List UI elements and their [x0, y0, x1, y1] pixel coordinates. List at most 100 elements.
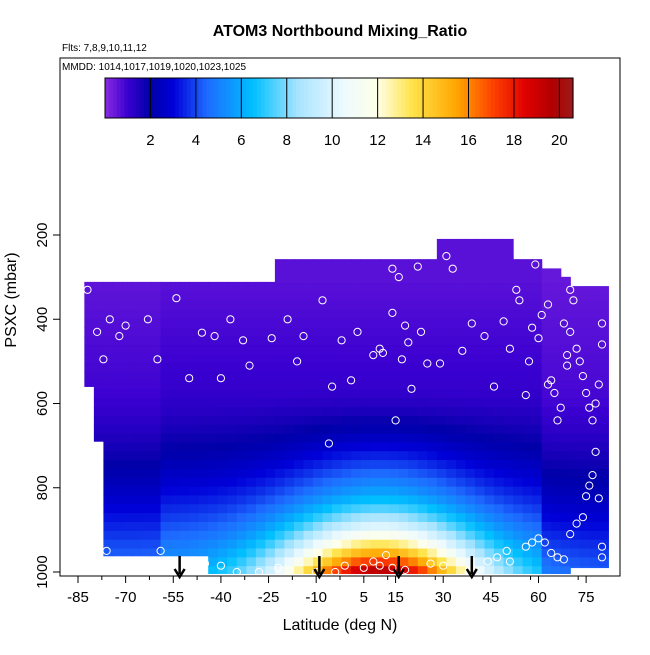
heatmap-cell	[389, 389, 400, 399]
heatmap-cell	[570, 415, 581, 426]
heatmap-cell	[598, 318, 609, 328]
heatmap-cell	[560, 327, 571, 337]
heatmap-cell	[551, 300, 562, 311]
heatmap-cell	[217, 451, 228, 461]
heatmap-cell	[332, 274, 343, 284]
heatmap-cell	[351, 300, 362, 311]
heatmap-cell	[503, 424, 514, 435]
heatmap-cell	[246, 300, 257, 311]
heatmap-cell	[436, 291, 447, 302]
heatmap-cell	[532, 424, 543, 435]
heatmap-cell	[446, 274, 457, 284]
colorbar-segment	[342, 78, 348, 118]
heatmap-cell	[579, 353, 590, 364]
heatmap-cell	[274, 336, 286, 346]
heatmap-cell	[284, 362, 295, 373]
heatmap-cell	[379, 318, 390, 328]
heatmap-cell	[293, 513, 305, 523]
heatmap-cell	[189, 291, 200, 302]
heatmap-cell	[122, 300, 133, 311]
heatmap-cell	[427, 345, 438, 355]
heatmap-cell	[255, 477, 266, 488]
heatmap-cell	[398, 283, 409, 293]
heatmap-cell	[465, 353, 476, 364]
heatmap-cell	[236, 433, 247, 443]
heatmap-cell	[465, 504, 476, 514]
heatmap-cell	[379, 530, 390, 541]
heatmap-cell	[532, 398, 543, 408]
heatmap-cell	[179, 530, 190, 541]
heatmap-cell	[436, 530, 447, 541]
observation-point	[267, 334, 276, 343]
colorbar-tick-label: 4	[192, 132, 200, 149]
heatmap-cell	[236, 353, 247, 364]
heatmap-cell	[579, 433, 590, 443]
observation-point	[566, 285, 575, 294]
colorbar-segment	[186, 78, 192, 118]
heatmap-cell	[503, 380, 514, 390]
heatmap-cell	[370, 530, 381, 541]
heatmap-cell	[360, 557, 371, 567]
heatmap-cell	[151, 398, 162, 408]
heatmap-cell	[341, 442, 352, 452]
heatmap-cell	[389, 265, 400, 275]
heatmap-cell	[351, 371, 362, 382]
heatmap-cell	[351, 530, 362, 541]
heatmap-cell	[313, 345, 324, 355]
heatmap-cell	[313, 274, 324, 284]
heatmap-cell	[436, 398, 447, 408]
heatmap-cell	[503, 513, 514, 523]
heatmap-cell	[255, 442, 266, 452]
heatmap-cell	[484, 291, 495, 302]
heatmap-cell	[513, 548, 524, 558]
x-tick-label: 75	[578, 589, 595, 606]
heatmap-cell	[313, 398, 324, 408]
heatmap-cell	[474, 548, 486, 558]
heatmap-cell	[217, 424, 228, 435]
heatmap-cell	[274, 291, 286, 302]
observation-points	[83, 252, 607, 576]
heatmap-cell	[417, 433, 428, 443]
heatmap-cell	[360, 353, 371, 364]
heatmap-cell	[274, 566, 286, 574]
observation-point	[121, 321, 130, 330]
heatmap-cell	[303, 309, 314, 320]
heatmap-cell	[313, 371, 324, 382]
heatmap-cell	[455, 353, 467, 364]
heatmap-cell	[494, 318, 505, 328]
heatmap-cell	[208, 504, 219, 514]
heatmap-cell	[208, 424, 219, 435]
observation-point	[531, 260, 540, 269]
heatmap-cell	[322, 433, 333, 443]
colorbar-segment	[549, 78, 555, 118]
heatmap-cell	[351, 274, 362, 284]
colorbar-segment	[214, 78, 219, 118]
heatmap-cell	[465, 548, 476, 558]
heatmap-cell	[379, 398, 390, 408]
heatmap-cell	[236, 513, 247, 523]
y-tick-label: 200	[34, 222, 51, 247]
heatmap-cell	[551, 460, 562, 470]
heatmap-cell	[131, 309, 143, 320]
colorbar-segment	[292, 78, 297, 118]
colorbar-segment	[233, 78, 239, 118]
heatmap-cell	[293, 504, 305, 514]
heatmap-cell	[570, 460, 581, 470]
heatmap-cell	[360, 424, 371, 435]
heatmap-cell	[484, 371, 495, 382]
heatmap-cell	[198, 300, 209, 311]
heatmap-cell	[408, 495, 419, 505]
heatmap-cell	[513, 371, 524, 382]
heatmap-cell	[541, 477, 552, 488]
heatmap-cell	[313, 477, 324, 488]
heatmap-cell	[322, 539, 333, 550]
observation-point	[391, 416, 400, 425]
heatmap-cell	[246, 451, 257, 461]
colorbar-segment	[229, 78, 235, 118]
heatmap-cell	[417, 309, 428, 320]
heatmap-cell	[427, 327, 438, 337]
subtitle-flights: Flts: 7,8,9,10,11,12	[62, 43, 147, 54]
heatmap-cell	[427, 336, 438, 346]
heatmap-cell	[293, 548, 305, 558]
heatmap-cell	[284, 406, 295, 417]
